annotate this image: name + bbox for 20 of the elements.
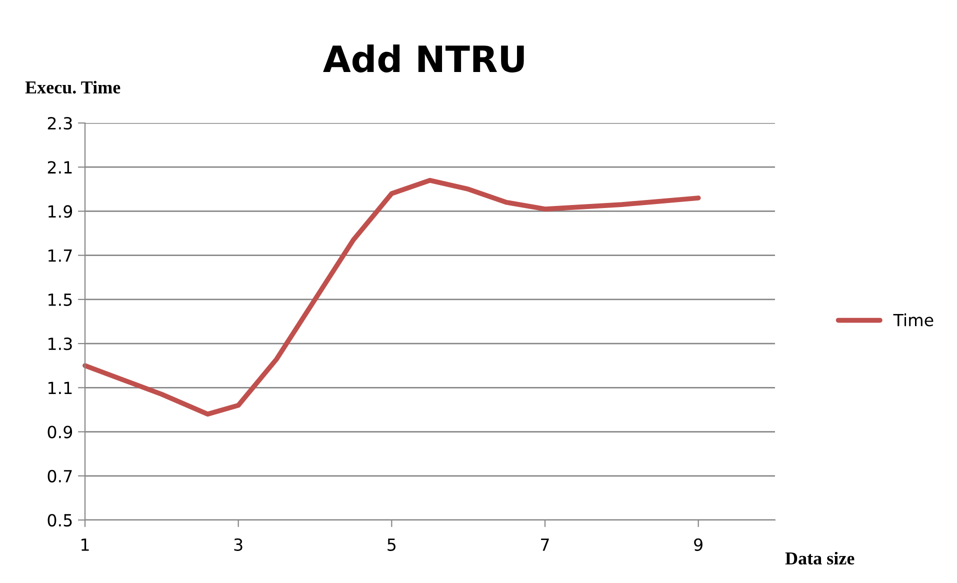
y-tick-label: 0.5 [48,514,72,527]
y-tick-label: 0.7 [48,470,72,482]
y-axis-title: Execu. Time [25,80,120,94]
legend-label: Time [893,313,934,326]
y-tick-label: 1.5 [48,294,72,306]
y-tick-label: 2.1 [48,161,72,174]
y-tick-label: 0.9 [48,426,72,438]
y-tick-label: 1.3 [48,338,72,350]
y-tick-label: 2.3 [48,116,72,130]
x-tick-label: 1 [82,538,89,551]
line-series [82,178,701,417]
chart-title: Add NTRU [323,44,524,72]
y-tick-label: 1.7 [48,250,72,262]
x-tick-label: 9 [694,538,702,551]
x-axis-title: Data size [785,552,854,565]
y-tick-label: 1.9 [48,205,72,218]
x-tick-label: 7 [541,538,549,551]
y-tick-label: 1.1 [48,382,72,394]
x-tick-label: 3 [234,538,242,551]
x-tick-label: 5 [388,538,396,551]
